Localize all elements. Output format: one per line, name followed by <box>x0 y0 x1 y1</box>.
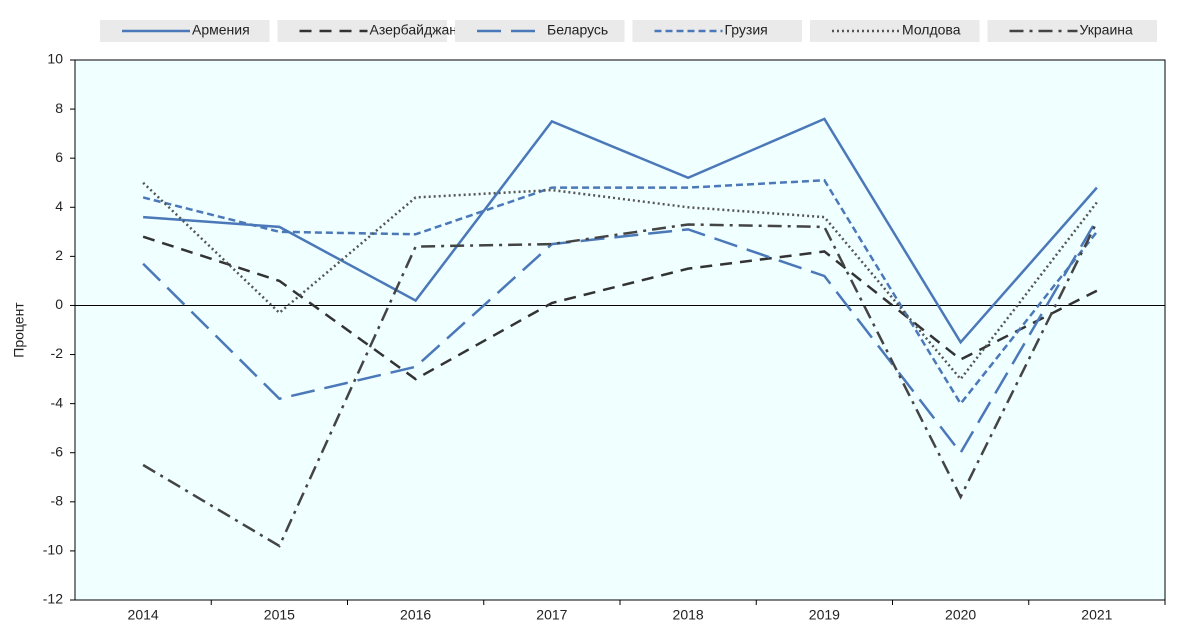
legend-box <box>455 20 625 42</box>
y-tick-label: -6 <box>51 443 64 459</box>
series-line <box>142 218 1098 455</box>
x-tick-label: 2019 <box>809 607 840 623</box>
x-tick-label: 2021 <box>1081 607 1112 623</box>
y-tick-label: 0 <box>55 296 63 312</box>
y-tick-label: 6 <box>55 149 63 165</box>
x-tick-label: 2020 <box>945 607 976 623</box>
series-line <box>142 178 1098 406</box>
x-tick-label: 2018 <box>673 607 704 623</box>
x-tick-label: 2016 <box>400 607 431 623</box>
legend-label: Молдова <box>902 22 961 38</box>
y-tick-label: -12 <box>43 591 63 607</box>
x-tick-label: 2014 <box>128 607 159 623</box>
series-line <box>142 221 1098 548</box>
y-tick-label: -8 <box>51 493 64 509</box>
legend-label: Армения <box>192 22 250 38</box>
legend-label: Грузия <box>725 22 768 38</box>
legend-label: Азербайджан <box>370 22 458 38</box>
legend-label: Украина <box>1080 22 1134 38</box>
y-tick-label: 4 <box>55 198 63 214</box>
y-tick-label: 2 <box>55 247 63 263</box>
legend-box <box>632 20 802 42</box>
y-tick-label: -4 <box>51 394 64 410</box>
x-tick-label: 2017 <box>536 607 567 623</box>
legend-label: Беларусь <box>547 22 608 38</box>
y-axis-label: Процент <box>11 302 27 358</box>
y-tick-label: 8 <box>55 100 63 116</box>
y-tick-label: -2 <box>51 345 64 361</box>
series-line <box>142 235 1098 381</box>
legend-box <box>810 20 980 42</box>
x-tick-label: 2015 <box>264 607 295 623</box>
plot-area <box>74 59 1166 601</box>
y-tick-label: -10 <box>43 542 63 558</box>
y-tick-label: 10 <box>47 51 63 67</box>
series-line <box>143 117 1098 345</box>
